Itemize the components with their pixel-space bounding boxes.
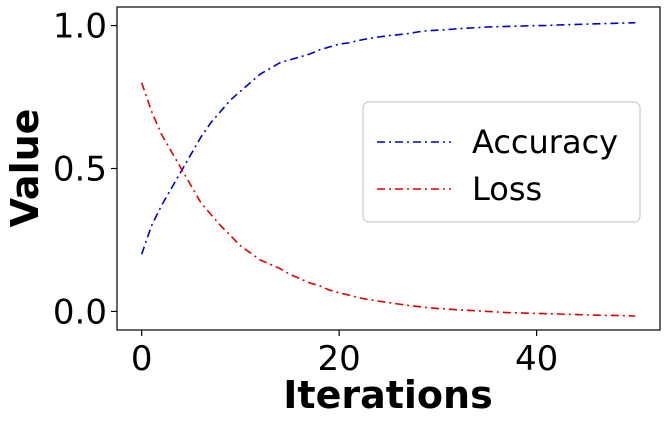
legend: Accuracy Loss	[362, 101, 641, 223]
series-line-loss	[140, 82, 636, 317]
x-tick-label: 40	[515, 339, 558, 379]
legend-entries: Accuracy Loss	[377, 123, 618, 208]
y-tick-label: 1.0	[53, 7, 107, 47]
legend-box	[362, 101, 641, 223]
y-axis: 0.0 0.5 1.0	[53, 7, 117, 332]
x-axis-title: Iterations	[283, 373, 492, 417]
x-tick-label: 0	[131, 339, 153, 379]
series-line-accuracy	[140, 21, 636, 255]
y-tick-label: 0.5	[53, 150, 107, 190]
y-tick-label: 0.0	[53, 292, 107, 332]
x-axis: 0 20 40	[131, 330, 558, 379]
series-layer	[140, 21, 636, 317]
y-axis-title: Value	[3, 109, 47, 228]
x-tick-label: 20	[318, 339, 361, 379]
legend-label-accuracy: Accuracy	[472, 123, 618, 161]
legend-label-loss: Loss	[472, 170, 542, 208]
